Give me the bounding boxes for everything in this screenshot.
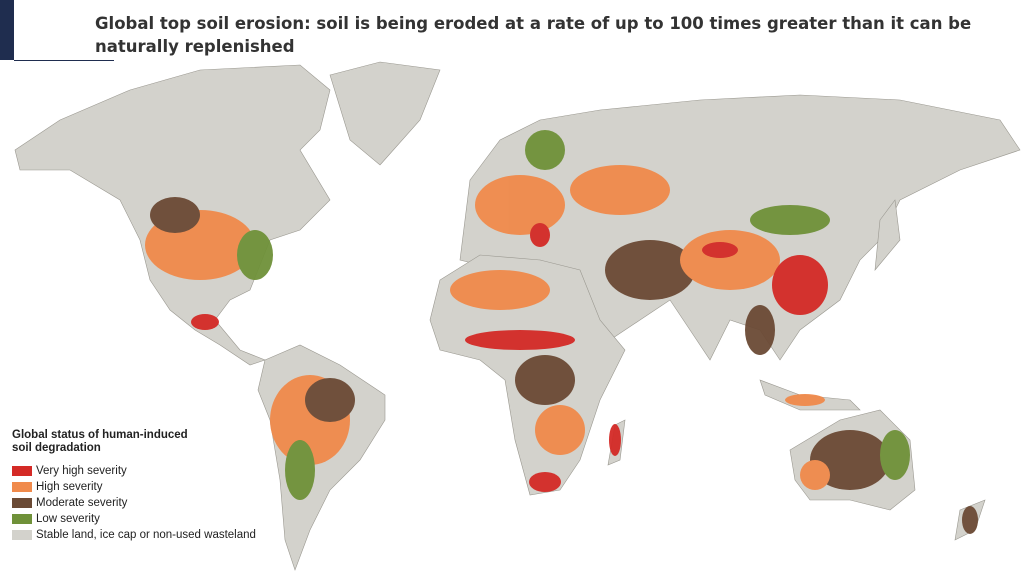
patch (570, 165, 670, 215)
patch (529, 472, 561, 492)
legend-swatch (12, 530, 32, 540)
patch (237, 230, 273, 280)
legend-label: Very high severity (36, 465, 127, 477)
patch (609, 424, 621, 456)
legend-item: Very high severity (12, 463, 256, 479)
patch (535, 405, 585, 455)
legend-swatch (12, 514, 32, 524)
accent-rule (14, 60, 114, 61)
patch (800, 460, 830, 490)
legend-label: Low severity (36, 513, 100, 525)
degradation-patches (145, 130, 978, 534)
patch (465, 330, 575, 350)
patch (702, 242, 738, 258)
patch (475, 175, 565, 235)
patch (450, 270, 550, 310)
patch (745, 305, 775, 355)
patch (150, 197, 200, 233)
accent-bar (0, 0, 14, 60)
patch (962, 506, 978, 534)
patch (605, 240, 695, 300)
slide-title: Global top soil erosion: soil is being e… (95, 14, 972, 56)
patch (785, 394, 825, 406)
patch (515, 355, 575, 405)
patch (750, 205, 830, 235)
patch (305, 378, 355, 422)
legend-title: Global status of human-induced soil degr… (12, 429, 188, 454)
legend-item: High severity (12, 479, 256, 495)
legend-item: Low severity (12, 511, 256, 527)
legend-label: High severity (36, 481, 103, 493)
patch (285, 440, 315, 500)
legend-swatch (12, 482, 32, 492)
legend-swatch (12, 498, 32, 508)
legend-label: Moderate severity (36, 497, 128, 509)
legend-label: Stable land, ice cap or non-used wastela… (36, 529, 256, 541)
legend-item: Stable land, ice cap or non-used wastela… (12, 527, 256, 543)
legend: Global status of human-induced soil degr… (12, 429, 256, 543)
japan (874, 199, 901, 271)
patch (772, 255, 828, 315)
legend-item: Moderate severity (12, 495, 256, 511)
patch (680, 230, 780, 290)
legend-swatch (12, 466, 32, 476)
patch (191, 314, 219, 330)
greenland (329, 61, 441, 166)
patch (525, 130, 565, 170)
patch (530, 223, 550, 247)
patch (880, 430, 910, 480)
legend-items: Very high severity High severity Moderate … (12, 463, 256, 543)
